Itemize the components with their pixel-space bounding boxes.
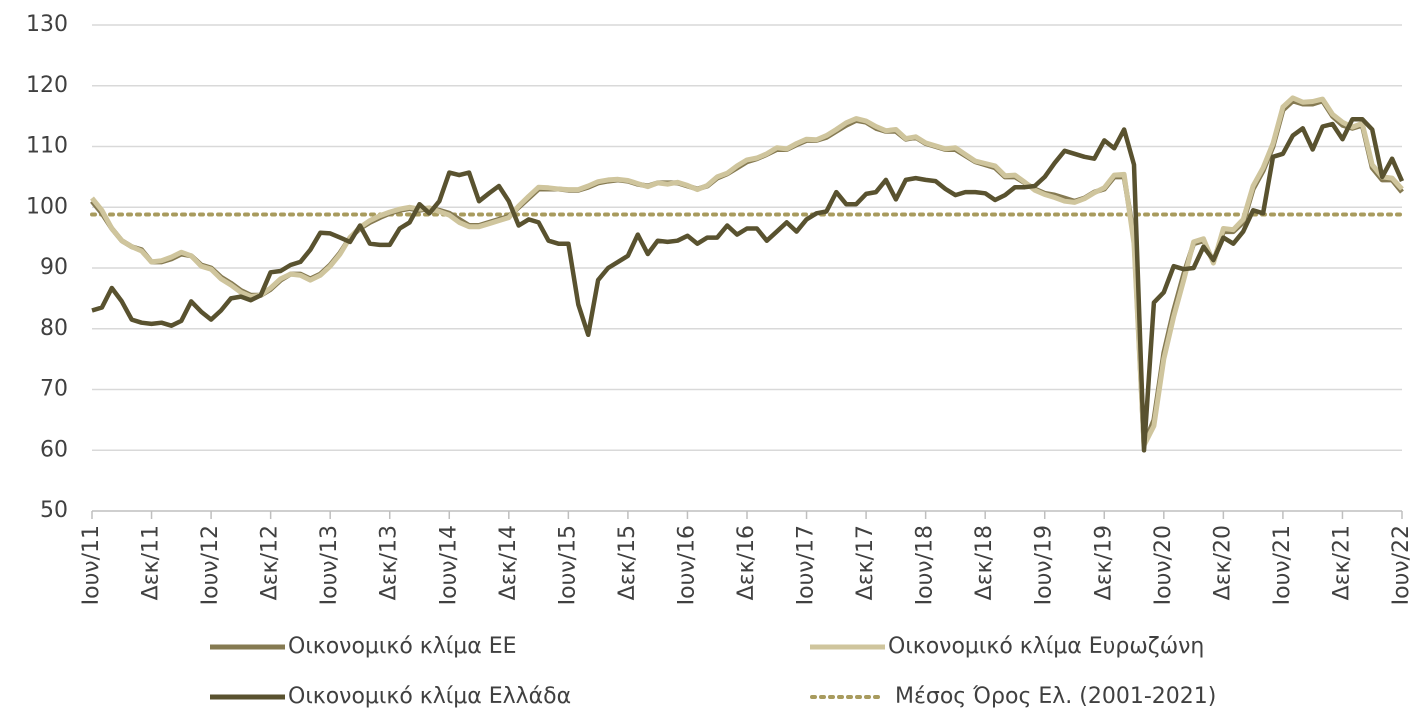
y-tick-label: 80 [40, 316, 68, 341]
x-tick-label: Δεκ/11 [139, 525, 164, 600]
x-tick-label: Δεκ/14 [496, 525, 521, 600]
x-tick-label: Ιουν/22 [1389, 525, 1412, 605]
x-tick-label: Ιουν/20 [1151, 525, 1176, 605]
x-tick-label: Δεκ/12 [258, 525, 283, 600]
x-tick-label: Ιουν/11 [79, 525, 104, 605]
x-tick-label: Ιουν/14 [436, 525, 461, 605]
x-tick-label: Δεκ/16 [734, 525, 759, 600]
x-tick-label: Δεκ/17 [853, 525, 878, 600]
y-tick-label: 90 [40, 255, 68, 280]
x-tick-label: Ιουν/19 [1032, 525, 1057, 605]
y-tick-label: 130 [26, 12, 68, 37]
legend-label: Οικονομικό κλίμα Ευρωζώνη [888, 634, 1204, 659]
x-tick-label: Ιουν/12 [198, 525, 223, 605]
legend-label: Μέσος Όρος Ελ. (2001-2021) [895, 684, 1216, 709]
x-tick-label: Ιουν/13 [317, 525, 342, 605]
x-tick-label: Ιουν/18 [913, 525, 938, 605]
y-tick-label: 110 [26, 134, 68, 159]
legend-label: Οικονομικό κλίμα Ελλάδα [288, 684, 571, 709]
x-tick-label: Δεκ/21 [1329, 525, 1354, 600]
series-line [91, 116, 1405, 453]
x-tick-label: Δεκ/13 [377, 525, 402, 600]
x-tick-label: Δεκ/20 [1210, 525, 1235, 600]
y-tick-label: 100 [26, 194, 68, 219]
x-tick-label: Δεκ/18 [972, 525, 997, 600]
x-tick-label: Δεκ/15 [615, 525, 640, 600]
y-tick-label: 70 [40, 377, 68, 402]
x-tick-label: Ιουν/17 [794, 525, 819, 605]
series-line [90, 95, 1404, 448]
y-tick-label: 120 [26, 73, 68, 98]
y-tick-label: 60 [40, 437, 68, 462]
x-tick-label: Ιουν/16 [674, 525, 699, 605]
legend-label: Οικονομικό κλίμα ΕΕ [288, 634, 517, 659]
y-tick-label: 50 [40, 498, 68, 523]
x-tick-label: Ιουν/21 [1270, 525, 1295, 605]
x-tick-label: Ιουν/15 [555, 525, 580, 605]
x-tick-label: Δεκ/19 [1091, 525, 1116, 600]
